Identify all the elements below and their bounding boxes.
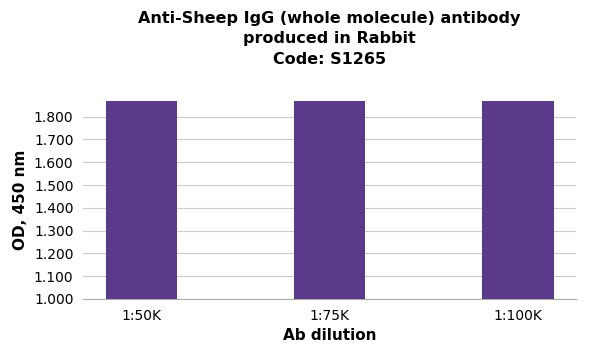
Bar bbox=[106, 0, 177, 299]
Text: Anti-Sheep IgG (whole molecule) antibody
produced in Rabbit
Code: S1265: Anti-Sheep IgG (whole molecule) antibody… bbox=[138, 11, 521, 67]
Bar bbox=[482, 2, 554, 299]
Bar bbox=[294, 0, 365, 299]
X-axis label: Ab dilution: Ab dilution bbox=[283, 328, 377, 343]
Y-axis label: OD, 450 nm: OD, 450 nm bbox=[13, 150, 29, 250]
